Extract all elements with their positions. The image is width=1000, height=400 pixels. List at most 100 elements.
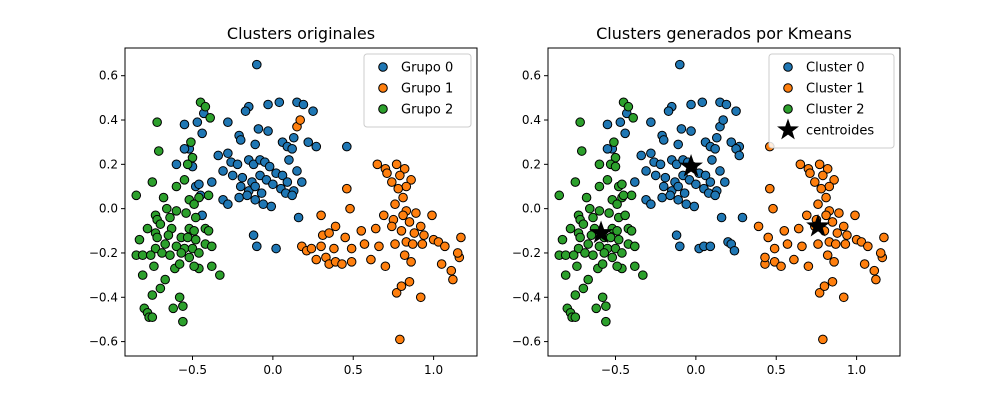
data-point	[190, 234, 201, 245]
data-point	[337, 259, 347, 269]
chart-title: Clusters generados por Kmeans	[596, 24, 852, 43]
y-tick-label: 0.0	[99, 202, 118, 216]
legend-label: Cluster 1	[806, 82, 865, 97]
data-point	[174, 292, 185, 303]
data-point	[673, 194, 683, 205]
data-point	[396, 281, 407, 292]
data-point	[821, 210, 831, 221]
data-point	[734, 150, 745, 161]
data-point	[248, 230, 259, 241]
data-point	[227, 170, 238, 181]
data-point	[391, 288, 402, 298]
data-point	[646, 117, 656, 128]
data-point	[404, 276, 415, 287]
data-point	[165, 250, 175, 260]
data-point	[258, 199, 269, 210]
data-point	[776, 261, 786, 272]
data-point	[650, 170, 661, 181]
data-point	[131, 190, 142, 201]
data-point	[710, 190, 720, 201]
y-tick-label: 0.0	[522, 202, 541, 216]
data-point	[446, 265, 457, 276]
data-point	[205, 112, 215, 123]
data-point	[240, 106, 251, 116]
data-point	[715, 166, 725, 176]
data-point	[215, 270, 225, 280]
x-tick-label: 0.5	[767, 363, 786, 377]
data-point	[297, 177, 307, 187]
chart-panel-0: Clusters originales −0.5 0.0 0.5 1.0 0.6 0.4 0.…	[89, 24, 478, 377]
centroid-star	[806, 213, 830, 237]
data-point	[284, 155, 294, 165]
data-point	[149, 261, 159, 272]
data-point	[345, 203, 355, 214]
data-point	[671, 159, 682, 170]
data-point	[594, 159, 605, 170]
data-point	[147, 312, 158, 323]
data-point	[194, 179, 204, 190]
data-point	[190, 212, 201, 223]
data-point	[570, 312, 581, 323]
data-point	[168, 303, 179, 314]
data-point	[391, 159, 402, 170]
y-tick-label: −0.4	[89, 290, 118, 304]
data-point	[822, 250, 833, 260]
data-point	[206, 177, 217, 187]
data-point	[576, 146, 587, 156]
legend-marker	[777, 118, 799, 140]
data-point	[684, 175, 695, 185]
data-point	[760, 252, 770, 263]
series-centroides	[589, 154, 830, 244]
data-point	[393, 183, 404, 194]
data-point	[710, 144, 720, 154]
data-point	[813, 199, 823, 210]
data-point	[609, 137, 619, 147]
data-point	[599, 248, 610, 258]
data-point	[859, 259, 870, 269]
data-point	[572, 261, 582, 272]
data-point	[271, 243, 281, 254]
data-point	[610, 161, 621, 172]
data-point	[795, 159, 806, 170]
y-tick-label: 0.4	[522, 113, 541, 127]
legend-label: Cluster 2	[806, 103, 865, 118]
data-point	[763, 232, 774, 243]
plot-frame	[124, 47, 478, 357]
data-point	[187, 243, 198, 254]
data-point	[250, 139, 260, 150]
y-tick-label: −0.4	[512, 290, 541, 304]
data-point	[575, 232, 585, 243]
data-point	[801, 210, 812, 221]
series-cluster-2	[554, 97, 648, 327]
chart-title: Clusters originales	[227, 24, 375, 43]
data-point	[387, 177, 397, 187]
data-point	[679, 188, 690, 198]
data-point	[580, 248, 590, 258]
data-point	[686, 126, 696, 136]
data-point	[359, 239, 370, 249]
data-point	[570, 290, 581, 300]
data-point	[842, 230, 852, 241]
data-point	[821, 192, 831, 203]
data-point	[829, 257, 839, 267]
data-point	[372, 159, 383, 170]
legend-marker	[783, 104, 793, 114]
legend-marker	[783, 62, 793, 72]
data-point	[171, 181, 182, 192]
data-point	[565, 223, 576, 234]
data-point	[602, 119, 613, 130]
data-point	[340, 232, 351, 243]
y-tick-label: 0.6	[522, 69, 541, 83]
data-point	[620, 210, 630, 221]
data-point	[409, 228, 420, 238]
data-point	[810, 177, 820, 187]
data-point	[147, 177, 158, 187]
data-point	[250, 194, 260, 205]
data-point	[160, 239, 170, 249]
data-point	[586, 230, 597, 241]
data-point	[689, 201, 700, 212]
data-point	[838, 292, 849, 303]
y-tick-label: −0.2	[89, 246, 118, 260]
data-point	[875, 248, 886, 258]
data-point	[707, 155, 717, 165]
